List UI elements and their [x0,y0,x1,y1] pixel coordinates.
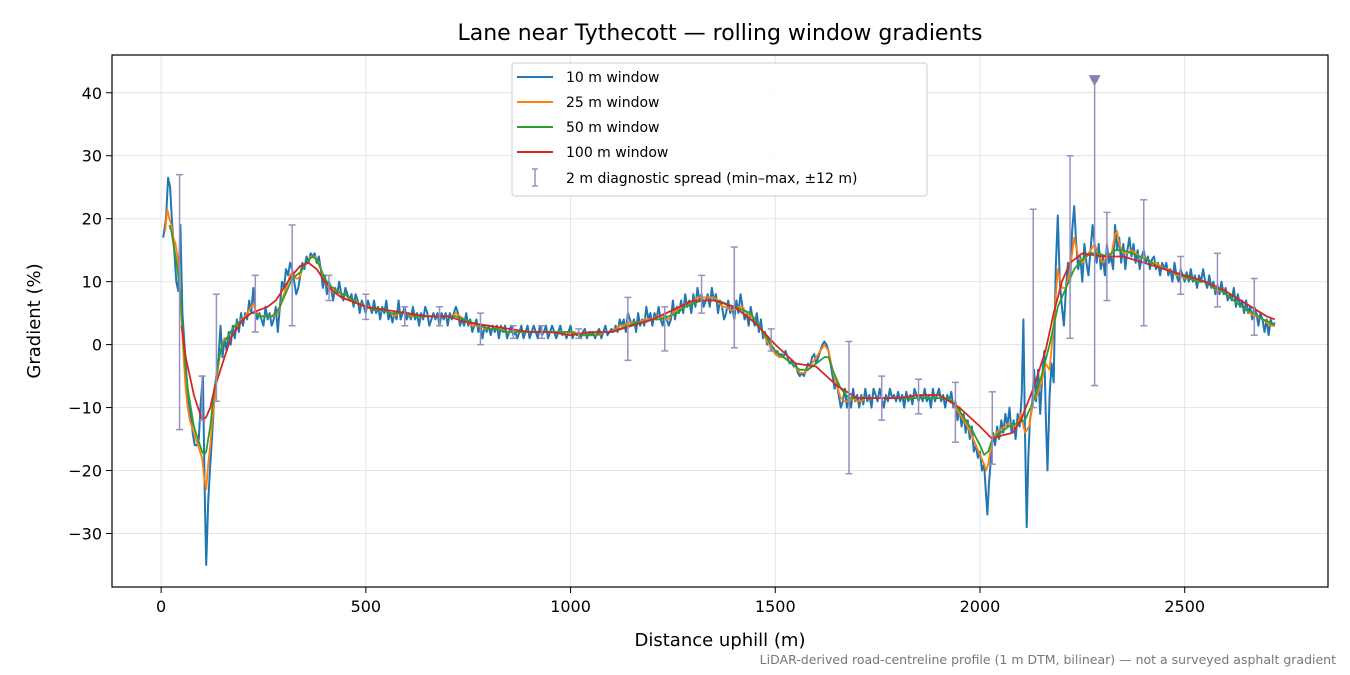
legend-label-10m: 10 m window [566,70,659,86]
plot-frame [111,54,1329,588]
series-layer [162,176,1276,566]
x-axis: 0 500 1000 1500 2000 2500 [156,587,1205,616]
error-bar-22 [988,391,996,465]
error-bar-0 [176,173,184,431]
x-tick-label-4: 2000 [960,597,1001,616]
error-bar-20 [915,378,923,415]
legend-label-25m: 25 m window [566,95,659,111]
x-axis-label: Distance uphill (m) [635,630,806,651]
error-bar-30 [1250,277,1258,336]
error-bar-13 [624,296,632,362]
y-axis-label: Gradient (%) [24,263,45,378]
clipped-marker [1088,75,1101,87]
error-bar-26 [1103,211,1111,302]
y-tick-label-7: 40 [82,84,102,103]
y-tick-label-5: 20 [82,210,102,229]
error-bar-5 [325,274,333,302]
error-bar-6 [362,293,370,321]
x-tick-label-0: 0 [156,597,166,616]
error-bar-11 [538,324,546,340]
legend-swatch-errorbar [532,168,538,187]
x-tick-label-3: 1500 [755,597,796,616]
y-tick-label-0: −30 [68,524,102,543]
error-bar-28 [1177,255,1185,295]
error-bar-3 [251,274,259,333]
error-bar-19 [878,375,886,421]
y-axis: −30 −20 −10 0 10 20 30 40 [68,84,112,543]
legend-label-50m: 50 m window [566,120,659,136]
error-bar-24 [1066,154,1074,340]
x-tick-label-1: 500 [351,597,382,616]
legend: 10 m window 25 m window 50 m window 100 … [511,62,928,197]
error-bar-1 [198,375,206,421]
y-tick-label-1: −20 [68,462,102,481]
error-bar-16 [730,246,738,349]
legend-label-100m: 100 m window [566,145,668,161]
error-bar-10 [509,324,517,340]
error-bar-12 [575,328,583,340]
error-bar-27 [1140,199,1148,327]
error-bar-18 [845,340,853,475]
error-bar-23 [1029,208,1037,409]
y-tick-label-6: 30 [82,147,102,166]
legend-label-errorbar: 2 m diagnostic spread (min–max, ±12 m) [566,171,857,187]
error-bar-2 [212,293,220,403]
series-line-3 [168,224,1276,456]
error-bar-7 [401,306,409,327]
error-bar-15 [698,274,706,314]
error-bar-9 [476,312,484,346]
x-tick-label-5: 2500 [1164,597,1205,616]
error-bar-14 [661,306,669,352]
error-bar-21 [951,381,959,443]
y-tick-label-4: 10 [82,273,102,292]
y-tick-label-2: −10 [68,399,102,418]
errorbar-layer [176,75,1258,475]
legend-box [511,62,928,197]
error-bar-29 [1213,252,1221,308]
footnote: LiDAR-derived road-centreline profile (1… [760,652,1336,667]
x-tick-label-2: 1000 [550,597,591,616]
error-bar-17 [767,328,775,352]
series-line-4 [180,252,1276,440]
error-bar-8 [436,306,444,327]
y-tick-label-3: 0 [92,336,102,355]
error-bar-4 [288,224,296,327]
series-line-1 [162,176,1276,566]
chart-title: Lane near Tythecott — rolling window gra… [458,21,983,46]
